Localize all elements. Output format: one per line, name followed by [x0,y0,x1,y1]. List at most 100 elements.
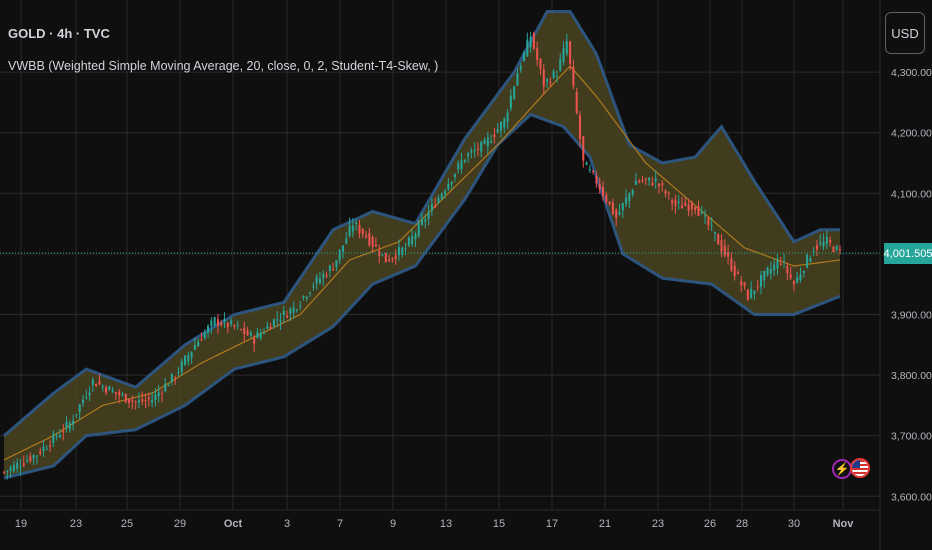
candle-body [677,201,680,204]
candle-body [476,148,479,151]
candle-body [259,333,262,338]
candle-body [588,168,591,171]
currency-button[interactable]: USD [885,12,925,54]
candle-body [575,91,578,114]
candle-body [657,183,660,186]
candle-body [305,296,308,299]
candle-body [401,247,404,255]
candle-body [253,337,256,344]
candle-body [470,150,473,153]
candle-body [184,355,187,365]
candle-body [420,219,424,225]
candle-body [144,399,147,401]
candle-body [792,281,795,285]
candle-body [825,236,828,245]
candle-body [664,190,667,194]
x-tick-label: 21 [599,518,611,530]
x-tick-label: 17 [546,518,558,530]
candle-body [509,95,512,109]
candle-body [661,183,664,186]
symbol-title[interactable]: GOLD · 4h · TVC [8,26,110,41]
candle-body [236,325,239,327]
candle-body [137,400,140,403]
indicator-legend[interactable]: VWBB (Weighted Simple Moving Average, 20… [8,59,439,73]
candle-body [611,202,614,214]
candle-body [759,275,763,287]
candle-body [713,231,716,234]
candle-body [740,281,743,286]
candle-body [243,328,246,335]
candle-body [546,79,549,82]
candle-body [700,211,703,214]
candle-body [549,82,552,84]
x-tick-label: 26 [704,518,716,530]
candle-body [388,259,391,261]
candle-body [529,36,532,48]
candle-body [312,286,315,288]
candle-body [101,386,104,388]
candle-body [49,445,52,447]
candle-body [213,317,216,326]
candle-body [483,139,486,144]
candle-body [121,393,124,395]
candle-body [565,41,568,54]
candle-body [272,319,275,327]
candle-body [177,372,180,374]
candle-body [503,118,506,128]
x-tick-label: 9 [390,518,396,530]
candle-body [2,471,6,473]
candle-body [39,451,42,454]
candle-body [704,215,707,217]
time-axis: 19 23 25 29 Oct 3 7 9 13 15 17 21 23 26 28 30 Nov [15,518,854,530]
candle-body [88,392,91,396]
candle-body [806,254,809,268]
candle-body [434,205,437,208]
candle-body [815,245,818,250]
candle-body [687,204,690,211]
candle-body [81,399,85,404]
candle-body [750,288,753,298]
candle-body [440,193,443,199]
candle-body [542,69,545,87]
candle-body [717,234,720,245]
x-tick-label: 25 [121,518,133,530]
candle-body [585,162,588,165]
candle-body [141,398,144,402]
candle-body [309,292,312,294]
candle-body [453,173,456,178]
candle-body [332,269,335,271]
candle-body [799,274,802,281]
candle-body [648,177,651,181]
candle-body [786,265,789,274]
candle-body [29,456,32,462]
lightning-icon[interactable]: ⚡ [832,459,852,479]
candle-body [299,305,302,307]
candle-body [394,255,397,260]
candle-body [118,391,121,396]
candle-body [174,377,177,379]
candle-body [75,414,78,416]
y-tick-label: 3,700.000 [891,431,932,443]
candle-body [239,329,242,331]
x-tick-label: Oct [224,518,243,530]
candle-body [608,201,611,205]
candle-body [697,206,700,216]
candle-body [203,332,206,339]
candle-body [463,159,466,163]
us-flag-icon[interactable] [850,458,870,478]
candle-body [381,254,384,256]
candle-body [631,190,634,195]
candle-body [667,192,670,194]
candle-body [490,141,493,143]
candle-body [523,52,526,61]
vwbb-bands [3,10,841,480]
candle-body [378,250,381,256]
candle-body [414,233,417,240]
candle-body [328,266,331,271]
x-tick-label: 23 [70,518,82,530]
candle-body [318,278,321,283]
candle-body [256,332,259,339]
candle-body [493,134,496,137]
candle-body [559,59,562,71]
